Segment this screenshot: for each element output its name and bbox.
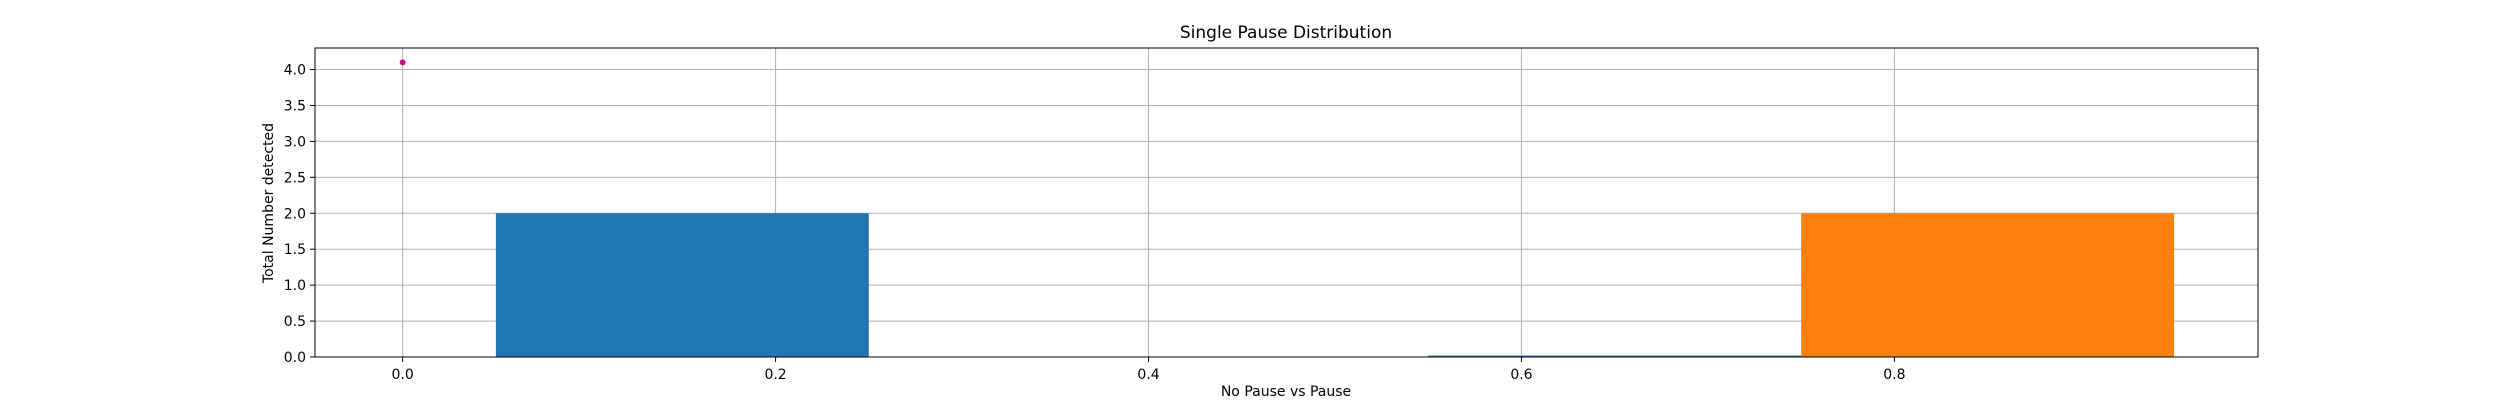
x-tick-label-1: 0.2 [764, 367, 786, 383]
x-tick-label-3: 0.6 [1510, 367, 1532, 383]
plot-frame [314, 47, 2259, 358]
bar-series0-1 [1428, 355, 1802, 358]
bar-series1-0 [1801, 213, 2175, 357]
x-axis-label: No Pause vs Pause [1221, 384, 1351, 400]
x-tick-label-4: 0.8 [1883, 367, 1905, 383]
y-axis-ticks: 0.0 0.5 1.0 1.5 2.0 2.5 3.0 3.5 4.0 [284, 63, 315, 366]
x-tick-label-2: 0.4 [1137, 367, 1159, 383]
y-tick-label-4: 2.0 [284, 206, 306, 222]
y-tick-label-8: 4.0 [284, 63, 306, 79]
y-tick-label-7: 3.5 [284, 98, 306, 114]
data-point-0 [399, 59, 406, 66]
y-tick-label-1: 0.5 [284, 314, 306, 330]
y-tick-label-0: 0.0 [284, 350, 306, 366]
x-axis-ticks: 0.0 0.2 0.4 0.6 0.8 [392, 357, 1906, 383]
bar-marks [495, 213, 2175, 358]
bar-series0-0 [495, 213, 869, 357]
y-tick-label-3: 1.5 [284, 242, 306, 258]
y-tick-label-5: 2.5 [284, 170, 306, 186]
point-marks [399, 59, 406, 66]
chart-title: Single Pause Distribution [1180, 23, 1392, 43]
x-tick-label-0: 0.0 [392, 367, 414, 383]
y-axis-label: Total Number detected [261, 123, 277, 284]
y-tick-label-6: 3.0 [284, 134, 306, 150]
y-tick-label-2: 1.0 [284, 278, 306, 294]
